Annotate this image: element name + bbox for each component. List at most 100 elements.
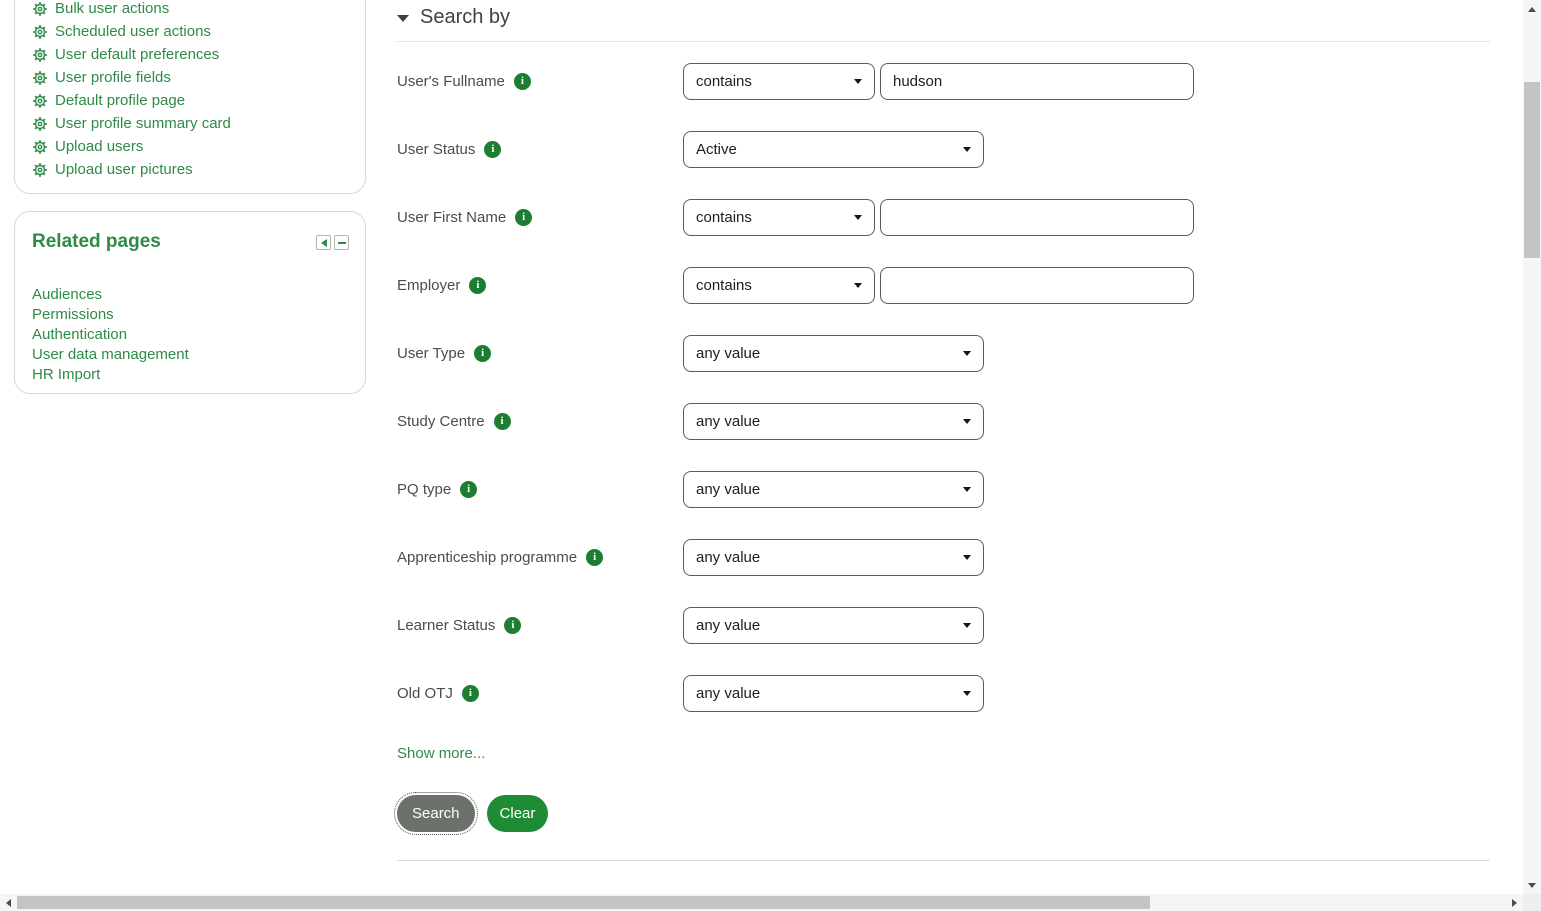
info-icon[interactable]: i — [586, 548, 604, 566]
scroll-right-icon[interactable] — [1506, 894, 1523, 911]
related-link-item: Authentication — [32, 324, 189, 344]
button-row: Search Clear — [394, 792, 1510, 835]
gear-icon — [33, 70, 47, 85]
scroll-down-icon[interactable] — [1523, 876, 1541, 894]
field-label: User's Fullname — [397, 72, 505, 90]
info-icon[interactable]: i — [474, 344, 492, 362]
field-controls: any value — [683, 334, 984, 372]
sidebar-item-default-profile-page[interactable]: Default profile page — [55, 92, 186, 109]
info-icon[interactable]: i — [515, 208, 533, 226]
field-label: User First Name — [397, 208, 507, 226]
settings-link-item: Default profile page — [32, 89, 365, 112]
sidebar-item-bulk-user-actions[interactable]: Bulk user actions — [55, 0, 170, 17]
info-icon[interactable]: i — [460, 480, 478, 498]
horizontal-scrollbar-thumb[interactable] — [17, 896, 1150, 909]
form-row-apprenticeship-programme: Apprenticeship programme i any value — [397, 523, 1510, 591]
sidebar-item-user-profile-fields[interactable]: User profile fields — [55, 69, 171, 86]
gear-icon — [33, 162, 47, 177]
field-text-input[interactable] — [880, 198, 1194, 236]
field-controls: contains — [683, 62, 1194, 100]
related-link-hr-import[interactable]: HR Import — [32, 365, 101, 383]
info-icon[interactable]: i — [513, 72, 531, 90]
section-bottom-divider — [397, 860, 1490, 861]
operator-select[interactable]: contains — [683, 266, 875, 304]
operator-select[interactable]: contains — [683, 198, 875, 236]
triangle-left-icon — [6, 898, 11, 907]
value-select[interactable]: any value — [683, 470, 984, 508]
info-icon[interactable]: i — [504, 616, 522, 634]
field-label-cell: Employer i — [397, 276, 683, 294]
vertical-scrollbar-thumb[interactable] — [1524, 82, 1540, 258]
related-link-permissions[interactable]: Permissions — [32, 305, 114, 323]
related-link-user-data-management[interactable]: User data management — [32, 345, 189, 363]
triangle-up-icon — [1528, 6, 1536, 12]
related-pages-title: Related pages — [32, 231, 161, 252]
form-row-user-status: User Status i Active — [397, 115, 1510, 183]
block-controls — [316, 235, 349, 250]
info-icon[interactable]: i — [469, 276, 487, 294]
field-label: Old OTJ — [397, 684, 453, 702]
info-icon[interactable]: i — [461, 684, 479, 702]
field-label-cell: Old OTJ i — [397, 684, 683, 702]
related-link-authentication[interactable]: Authentication — [32, 325, 128, 343]
field-controls: contains — [683, 198, 1194, 236]
form-row-user-type: User Type i any value — [397, 319, 1510, 387]
info-icon[interactable]: i — [493, 412, 511, 430]
sidebar-item-upload-user-pictures[interactable]: Upload user pictures — [55, 161, 193, 178]
clear-button[interactable]: Clear — [486, 795, 549, 832]
settings-link-item: Upload users — [32, 135, 365, 158]
scrollbar-corner — [1523, 894, 1541, 911]
field-controls: any value — [683, 538, 984, 576]
field-label: Study Centre — [397, 412, 485, 430]
hide-block-icon[interactable] — [334, 235, 349, 250]
show-more-link[interactable]: Show more... — [397, 744, 486, 762]
field-label-cell: User Status i — [397, 140, 683, 158]
sidebar-item-user-profile-summary-card[interactable]: User profile summary card — [55, 115, 231, 132]
settings-link-item: User profile fields — [32, 66, 365, 89]
operator-select[interactable]: contains — [683, 62, 875, 100]
settings-link-list: Bulk user actions Scheduled user actions — [15, 0, 365, 181]
settings-link-item: User default preferences — [32, 43, 365, 66]
dock-block-icon[interactable] — [316, 235, 331, 250]
sidebar-item-upload-users[interactable]: Upload users — [55, 138, 144, 155]
field-text-input[interactable] — [880, 266, 1194, 304]
sidebar-item-user-default-preferences[interactable]: User default preferences — [55, 46, 220, 63]
form-row-employer: Employer i contains — [397, 251, 1510, 319]
value-select[interactable]: any value — [683, 334, 984, 372]
related-link-audiences[interactable]: Audiences — [32, 285, 103, 303]
section-title: Search by — [420, 6, 511, 28]
info-icon[interactable]: i — [484, 140, 502, 158]
settings-link-item: User profile summary card — [32, 112, 365, 135]
horizontal-scrollbar[interactable] — [0, 894, 1523, 911]
related-link-item: HR Import — [32, 364, 189, 384]
gear-icon — [33, 1, 47, 16]
field-controls: contains — [683, 266, 1194, 304]
gear-icon — [33, 93, 47, 108]
field-label-cell: User's Fullname i — [397, 72, 683, 90]
vertical-scrollbar[interactable] — [1523, 0, 1541, 894]
sidebar-item-scheduled-user-actions[interactable]: Scheduled user actions — [55, 23, 211, 40]
value-select[interactable]: any value — [683, 674, 984, 712]
related-link-list: Audiences Permissions Authentication Use… — [32, 284, 189, 384]
value-select[interactable]: any value — [683, 402, 984, 440]
value-select[interactable]: Active — [683, 130, 984, 168]
field-label-cell: User First Name i — [397, 208, 683, 226]
field-controls: any value — [683, 606, 984, 644]
search-button[interactable]: Search — [394, 792, 478, 835]
scroll-left-icon[interactable] — [0, 894, 17, 911]
search-by-section-header[interactable]: Search by — [397, 5, 1490, 42]
related-link-item: Audiences — [32, 284, 189, 304]
scroll-up-icon[interactable] — [1523, 0, 1541, 18]
field-text-input[interactable] — [880, 62, 1194, 100]
value-select[interactable]: any value — [683, 538, 984, 576]
field-label: PQ type — [397, 480, 452, 498]
field-label: Learner Status — [397, 616, 496, 634]
form-row-study-centre: Study Centre i any value — [397, 387, 1510, 455]
value-select[interactable]: any value — [683, 606, 984, 644]
admin-settings-block: Bulk user actions Scheduled user actions — [14, 0, 366, 194]
field-controls: any value — [683, 470, 984, 508]
form-row-user-first-name: User First Name i contains — [397, 183, 1510, 251]
field-label: Apprenticeship programme — [397, 548, 578, 566]
gear-icon — [33, 139, 47, 154]
